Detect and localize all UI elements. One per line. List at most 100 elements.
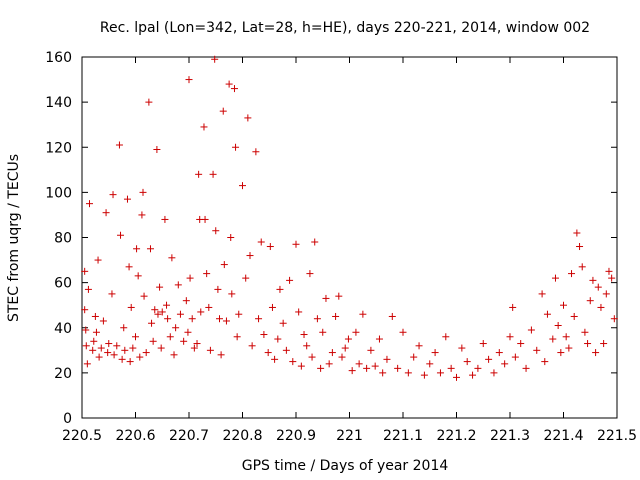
data-point bbox=[328, 349, 336, 357]
data-point bbox=[158, 308, 166, 316]
data-point bbox=[193, 340, 201, 348]
y-tick-label: 120 bbox=[45, 140, 72, 156]
data-point bbox=[279, 319, 287, 327]
data-point bbox=[264, 349, 272, 357]
data-point bbox=[146, 245, 154, 253]
data-point bbox=[120, 324, 128, 332]
data-point bbox=[186, 274, 194, 282]
data-point bbox=[578, 263, 586, 271]
data-point bbox=[415, 342, 423, 350]
data-point bbox=[140, 292, 148, 300]
data-point bbox=[565, 344, 573, 352]
data-point bbox=[230, 85, 238, 93]
data-point bbox=[297, 362, 305, 370]
data-point bbox=[190, 344, 198, 352]
data-point bbox=[153, 146, 161, 154]
data-point bbox=[447, 364, 455, 372]
data-point bbox=[195, 170, 203, 178]
data-point bbox=[81, 306, 89, 314]
data-point bbox=[388, 312, 396, 320]
data-point bbox=[463, 358, 471, 366]
data-point bbox=[581, 328, 589, 336]
data-point bbox=[110, 351, 118, 359]
data-point bbox=[233, 333, 241, 341]
y-tick-label: 20 bbox=[54, 366, 72, 382]
y-tick-label: 80 bbox=[54, 231, 72, 247]
data-point bbox=[341, 344, 349, 352]
data-point bbox=[379, 369, 387, 377]
data-point bbox=[248, 342, 256, 350]
data-point bbox=[344, 335, 352, 343]
data-point bbox=[469, 371, 477, 379]
data-point bbox=[511, 353, 519, 361]
data-point bbox=[560, 301, 567, 309]
x-tick-label: 221 bbox=[336, 428, 363, 444]
data-point bbox=[109, 191, 117, 199]
data-point bbox=[485, 355, 493, 363]
plot-area bbox=[81, 55, 618, 419]
data-point bbox=[479, 340, 487, 348]
data-point bbox=[319, 328, 327, 336]
data-point bbox=[338, 353, 346, 361]
data-point bbox=[104, 349, 112, 357]
data-point bbox=[82, 342, 90, 350]
data-point bbox=[573, 229, 581, 237]
data-point bbox=[549, 335, 557, 343]
data-point bbox=[172, 324, 180, 332]
data-point bbox=[239, 182, 246, 190]
x-tick-label: 220.6 bbox=[115, 428, 155, 444]
data-point bbox=[570, 312, 578, 320]
data-point bbox=[257, 238, 265, 246]
data-point bbox=[317, 364, 325, 372]
data-point bbox=[170, 351, 178, 359]
data-point bbox=[602, 290, 610, 298]
data-point bbox=[126, 358, 134, 366]
data-point bbox=[584, 340, 592, 348]
data-point bbox=[180, 337, 188, 345]
data-point bbox=[121, 346, 129, 354]
data-point bbox=[352, 328, 360, 336]
data-point bbox=[490, 369, 498, 377]
data-point bbox=[235, 310, 243, 318]
y-axis-label: STEC from uqrg / TECUs bbox=[6, 154, 22, 322]
data-point bbox=[371, 362, 379, 370]
data-point bbox=[200, 123, 208, 131]
data-point bbox=[375, 335, 383, 343]
data-point bbox=[286, 276, 294, 284]
data-point bbox=[97, 344, 105, 352]
data-point bbox=[142, 349, 150, 357]
data-point bbox=[442, 333, 450, 341]
data-point bbox=[355, 360, 363, 368]
data-point bbox=[197, 308, 205, 316]
data-point bbox=[205, 303, 213, 311]
data-point bbox=[201, 215, 209, 223]
data-point bbox=[220, 261, 228, 269]
data-point bbox=[129, 344, 137, 352]
data-point bbox=[83, 360, 91, 368]
data-point bbox=[605, 267, 613, 275]
data-point bbox=[306, 270, 314, 278]
data-point bbox=[134, 272, 142, 280]
y-tick-label: 0 bbox=[63, 411, 72, 427]
data-point bbox=[209, 170, 217, 178]
data-point bbox=[348, 367, 356, 375]
data-point bbox=[242, 274, 250, 282]
data-point bbox=[576, 243, 584, 251]
data-point bbox=[608, 274, 616, 282]
data-point bbox=[420, 371, 428, 379]
data-point bbox=[206, 346, 214, 354]
data-point bbox=[268, 303, 276, 311]
data-point bbox=[149, 337, 157, 345]
data-point bbox=[217, 351, 225, 359]
data-point bbox=[161, 215, 169, 223]
data-point bbox=[99, 317, 107, 325]
data-point bbox=[274, 335, 282, 343]
data-point bbox=[431, 349, 439, 357]
data-point bbox=[292, 240, 300, 248]
data-point bbox=[136, 353, 144, 361]
y-tick-label: 140 bbox=[45, 95, 72, 111]
data-point bbox=[303, 342, 311, 350]
data-point bbox=[145, 98, 153, 106]
data-point bbox=[597, 303, 605, 311]
